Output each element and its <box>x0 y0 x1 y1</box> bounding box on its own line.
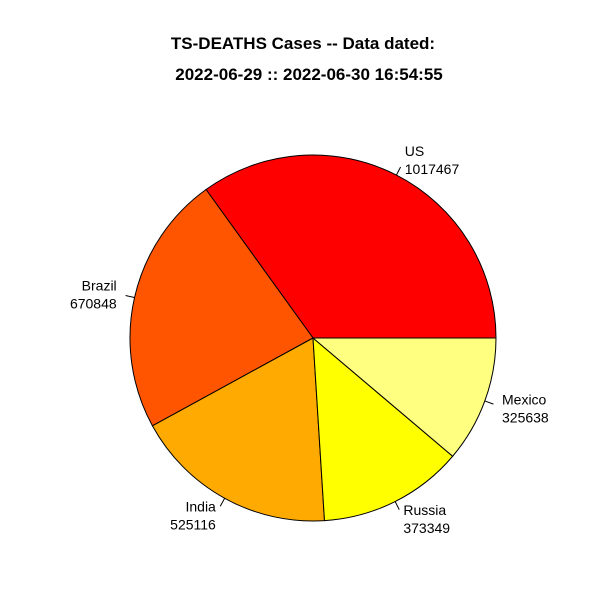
pie-label-tick-brazil <box>125 295 135 299</box>
pie-slice-india <box>151 337 326 522</box>
pie-label-tick-india <box>219 498 226 507</box>
chart-title: TS-DEATHS Cases -- Data dated: <box>171 34 435 53</box>
pie-slice-russia <box>312 336 454 522</box>
pie-label-name-brazil: Brazil <box>82 278 117 294</box>
pie-label-value-india: 525116 <box>170 516 216 532</box>
pie-labels: US 1017467 Brazil 670848 India 525116 Russia 37… <box>70 143 549 536</box>
pie-label-value-brazil: 670848 <box>70 296 117 312</box>
pie-label-name-india: India <box>185 498 216 514</box>
pie-label-tick-russia <box>394 501 400 510</box>
pie-label-name-russia: Russia <box>403 502 446 518</box>
pie-slices <box>129 154 497 522</box>
pie-label-tick-us <box>395 166 402 176</box>
pie-label-tick-mexico <box>484 400 494 405</box>
pie-label-value-mexico: 325638 <box>502 409 549 425</box>
pie-label-value-us: 1017467 <box>405 161 460 177</box>
pie-label-value-russia: 373349 <box>403 520 450 536</box>
pie-label-name-us: US <box>405 143 424 159</box>
pie-label-name-mexico: Mexico <box>502 391 547 407</box>
chart-subtitle: 2022-06-29 :: 2022-06-30 16:54:55 <box>175 65 442 84</box>
